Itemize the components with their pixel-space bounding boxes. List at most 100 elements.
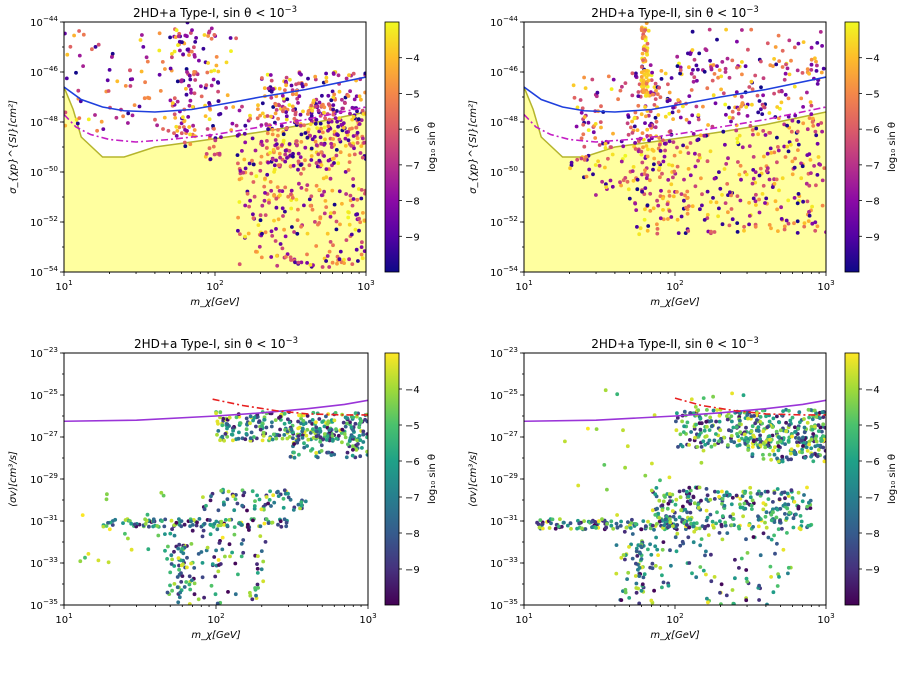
scatter-point [281,109,285,114]
scatter-point [348,89,352,94]
scatter-point [629,542,633,547]
scatter-point [595,90,600,95]
scatter-point [141,45,146,49]
scatter-point [250,136,255,141]
scatter-point [652,162,656,167]
scatter-point [646,147,650,152]
scatter-point [696,113,701,117]
scatter-point [666,82,670,87]
scatter-point [166,544,170,549]
scatter-point [365,432,368,436]
scatter-point [189,561,194,566]
scatter-point [795,129,800,134]
scatter-point [213,574,218,579]
scatter-point [355,141,360,145]
scatter-point [805,199,810,204]
scatter-point [738,418,742,423]
scatter-point [792,45,797,50]
scatter-point [653,115,658,120]
scatter-point [340,427,345,432]
scatter-point [331,103,336,107]
scatter-point [796,119,801,124]
scatter-point [663,148,667,153]
scatter-point [174,124,179,129]
scatter-point [635,225,639,229]
scatter-point [627,545,631,549]
scatter-point [594,526,598,530]
scatter-point [687,120,692,125]
scatter-point [270,132,275,137]
scatter-point [800,450,804,455]
scatter-point [190,578,194,583]
scatter-point [157,48,162,53]
scatter-point [781,409,785,413]
scatter-point [698,133,703,138]
scatter-point [690,113,695,118]
scatter-point [692,75,697,80]
scatter-point [653,513,658,517]
scatter-point [340,97,344,102]
scatter-point [763,445,768,450]
scatter-point [316,108,321,113]
scatter-point [296,159,301,164]
scatter-point [259,549,264,553]
scatter-point [315,455,320,460]
scatter-point [106,560,111,565]
chart-title: 2HD+a Type-I, sin θ < 10−3 [134,336,298,351]
scatter-point [242,131,247,136]
scatter-point [599,125,603,130]
scatter-point [722,493,727,498]
scatter-point [747,144,752,149]
scatter-point [231,105,236,109]
scatter-point [77,116,82,120]
scatter-point [319,150,324,155]
scatter-point [575,157,580,162]
scatter-point [313,74,318,79]
scatter-point [723,66,728,71]
scatter-point [313,104,318,109]
scatter-point [808,100,813,104]
scatter-point [758,433,762,438]
scatter-point [294,82,298,87]
scatter-point [621,428,625,433]
scatter-point [717,170,721,175]
scatter-point [346,442,350,447]
scatter-point [257,244,262,249]
scatter-point [325,254,330,258]
scatter-point [101,524,106,529]
scatter-point [314,117,319,122]
scatter-point [343,101,347,105]
scatter-point [720,60,725,64]
scatter-point [687,517,692,522]
scatter-point [745,439,750,444]
scatter-point [696,502,700,507]
scatter-point [224,106,229,110]
scatter-point [682,521,687,525]
scatter-point [234,415,239,420]
scatter-point [236,572,240,577]
scatter-point [675,217,680,222]
scatter-point [698,543,703,548]
scatter-point [253,148,258,153]
scatter-point [726,193,730,198]
scatter-point [166,128,171,133]
scatter-point [172,533,177,538]
y-tick-label: 10−23 [490,345,518,360]
colorbar-label: log₁₀ sin θ [887,122,898,172]
scatter-point [301,433,305,437]
scatter-point [770,185,775,190]
scatter-point [682,424,686,429]
scatter-point [705,515,710,520]
scatter-point [289,206,294,211]
scatter-point [319,443,324,448]
y-tick-label: 10−23 [30,345,58,360]
scatter-point [648,191,653,196]
scatter-point [322,424,327,429]
scatter-point [657,516,662,520]
scatter-point [619,159,624,164]
scatter-point [802,221,807,226]
scatter-point [360,155,365,160]
scatter-point [739,177,743,182]
scatter-point [310,418,315,422]
scatter-point [715,408,719,412]
